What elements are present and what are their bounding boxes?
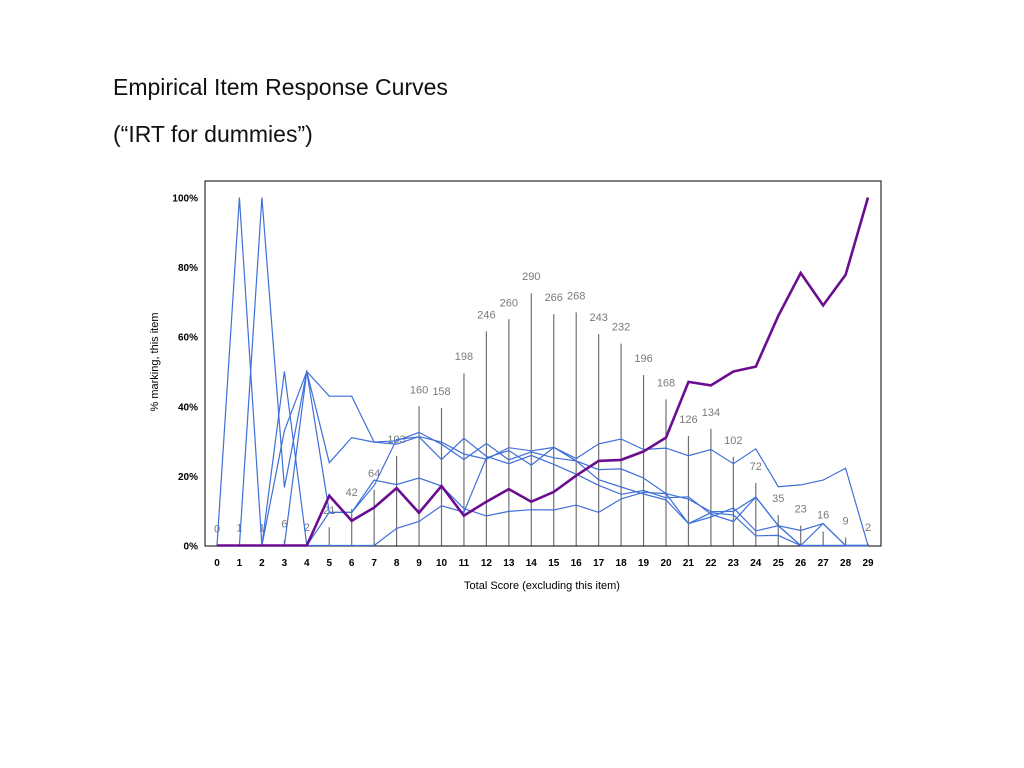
count-label: 1	[236, 523, 242, 535]
count-label: 102	[724, 435, 742, 447]
x-tick-label: 3	[282, 558, 288, 569]
count-label: 260	[500, 297, 518, 309]
count-label: 158	[432, 386, 450, 398]
count-label: 35	[772, 493, 784, 505]
x-tick-label: 7	[371, 558, 377, 569]
x-tick-label: 12	[481, 558, 493, 569]
y-tick-label: 20%	[178, 472, 198, 483]
series-line-distractor	[217, 197, 868, 547]
x-tick-label: 18	[616, 558, 628, 569]
x-axis-ticks: 0 1 2 3 4 5 6 7 8 9 10 11 12 13 14 15 16 17 18 19 20 21 22 23 24…	[214, 558, 874, 569]
count-label: 64	[368, 468, 380, 480]
count-label: 9	[843, 516, 849, 528]
count-label: 160	[410, 384, 428, 396]
x-tick-label: 21	[683, 558, 695, 569]
series-lines	[216, 197, 870, 548]
x-tick-label: 29	[862, 558, 874, 569]
x-tick-label: 8	[394, 558, 400, 569]
count-label: 126	[679, 414, 697, 426]
series-line-distractor	[217, 371, 868, 548]
x-tick-label: 9	[416, 558, 422, 569]
x-tick-label: 4	[304, 558, 310, 569]
x-tick-label: 22	[705, 558, 717, 569]
x-tick-label: 26	[795, 558, 807, 569]
count-label: 0	[214, 524, 220, 536]
x-tick-label: 13	[503, 558, 515, 569]
y-tick-label: 80%	[178, 263, 198, 274]
x-tick-label: 28	[840, 558, 852, 569]
x-tick-label: 10	[436, 558, 448, 569]
count-label: 72	[750, 461, 762, 473]
count-bars	[238, 293, 869, 546]
count-label: 6	[281, 518, 287, 530]
x-tick-label: 16	[571, 558, 583, 569]
x-tick-label: 17	[593, 558, 605, 569]
count-label: 2	[304, 522, 310, 534]
count-label: 42	[346, 487, 358, 499]
x-tick-label: 0	[214, 558, 220, 569]
x-tick-label: 14	[526, 558, 538, 569]
count-label: 196	[634, 353, 652, 365]
count-label: 16	[817, 510, 829, 522]
count-label: 23	[795, 503, 807, 515]
x-tick-label: 15	[548, 558, 560, 569]
count-label: 232	[612, 322, 630, 334]
y-axis-ticks: 0% 20% 40% 60% 80% 100%	[172, 194, 198, 553]
series-line-distractor	[217, 370, 869, 547]
count-label: 246	[477, 309, 495, 321]
count-label: 134	[702, 407, 720, 419]
y-tick-label: 100%	[172, 194, 198, 205]
series-line-distractor	[217, 446, 868, 547]
y-tick-label: 0%	[184, 542, 199, 553]
count-label: 243	[589, 312, 607, 324]
x-tick-label: 5	[326, 558, 332, 569]
plot-frame	[204, 180, 882, 547]
y-axis-title: % marking, this item	[149, 312, 161, 411]
x-tick-label: 19	[638, 558, 650, 569]
count-label: 2	[865, 522, 871, 534]
count-label: 268	[567, 290, 585, 302]
series-line-correct	[217, 197, 870, 547]
count-label: 198	[455, 351, 473, 363]
x-tick-label: 23	[728, 558, 740, 569]
count-label: 168	[657, 377, 675, 389]
series-line-distractor	[216, 197, 868, 547]
x-tick-label: 27	[818, 558, 830, 569]
y-tick-label: 60%	[178, 333, 198, 344]
x-tick-label: 25	[773, 558, 785, 569]
x-tick-label: 1	[237, 558, 243, 569]
x-tick-label: 2	[259, 558, 265, 569]
x-tick-label: 20	[660, 558, 672, 569]
x-tick-label: 24	[750, 558, 762, 569]
count-label: 1	[259, 523, 265, 535]
slide-title: Empirical Item Response Curves	[113, 74, 448, 100]
x-axis-title: Total Score (excluding this item)	[464, 580, 620, 592]
count-label: 290	[522, 271, 540, 283]
x-tick-label: 11	[459, 558, 470, 569]
y-tick-label: 40%	[178, 402, 198, 413]
count-label: 266	[545, 292, 563, 304]
x-tick-label: 6	[349, 558, 355, 569]
slide-subtitle: (“IRT for dummies”)	[113, 121, 313, 147]
